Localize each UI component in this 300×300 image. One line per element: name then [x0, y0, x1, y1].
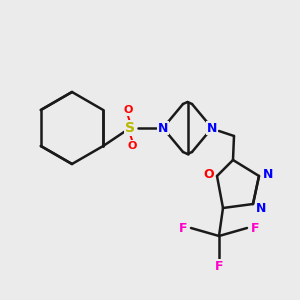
Text: N: N [263, 167, 273, 181]
Text: S: S [125, 121, 135, 135]
Text: F: F [215, 260, 223, 272]
Text: N: N [256, 202, 266, 214]
Text: F: F [251, 221, 259, 235]
Text: N: N [207, 122, 217, 134]
Text: O: O [123, 105, 133, 115]
Text: O: O [127, 141, 137, 151]
Text: O: O [204, 167, 214, 181]
Text: F: F [179, 221, 187, 235]
Text: N: N [158, 122, 168, 134]
